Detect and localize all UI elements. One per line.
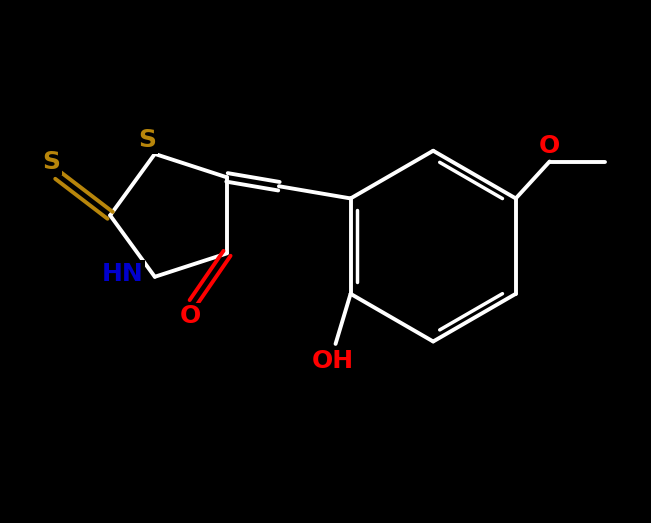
Text: S: S bbox=[139, 128, 156, 152]
Text: O: O bbox=[539, 134, 561, 158]
Text: S: S bbox=[43, 150, 61, 174]
Text: HN: HN bbox=[102, 262, 144, 286]
Text: OH: OH bbox=[311, 349, 353, 373]
Text: O: O bbox=[180, 304, 201, 328]
